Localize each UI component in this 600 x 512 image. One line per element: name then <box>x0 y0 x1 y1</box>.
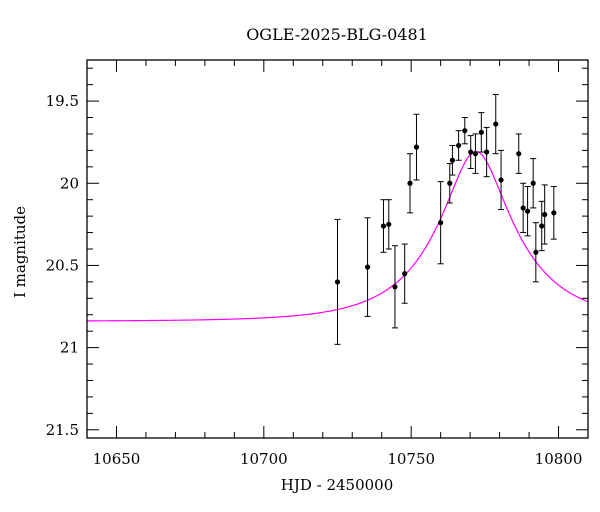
point-marker <box>402 271 408 277</box>
data-point <box>530 158 537 209</box>
data-points-layer <box>334 94 557 345</box>
point-marker <box>462 128 468 134</box>
data-point <box>467 135 474 169</box>
point-marker <box>364 264 371 270</box>
axis-ticks <box>87 60 589 438</box>
point-marker <box>484 149 490 155</box>
x-tick-label: 10650 <box>93 450 141 468</box>
data-point <box>385 199 392 250</box>
point-marker <box>334 279 341 285</box>
data-point <box>380 199 387 253</box>
point-marker <box>413 144 420 150</box>
point-marker <box>407 180 413 186</box>
point-marker <box>493 121 499 127</box>
x-tick-label: 10700 <box>240 450 288 468</box>
point-marker <box>380 223 387 229</box>
y-tick-label: 20.5 <box>46 256 79 274</box>
x-tick-label: 10800 <box>535 450 583 468</box>
y-tick-label: 21.5 <box>46 421 79 439</box>
data-point <box>541 184 548 245</box>
y-axis-label: I magnitude <box>11 206 29 298</box>
data-point <box>461 117 468 145</box>
point-marker <box>456 142 462 149</box>
data-point <box>334 218 341 345</box>
data-point <box>532 222 539 283</box>
point-marker <box>449 157 456 163</box>
data-point <box>413 113 420 181</box>
y-tick-labels: 19.5 20 20.5 21 21.5 <box>46 92 79 439</box>
point-marker <box>468 149 474 155</box>
data-point <box>364 217 371 317</box>
point-marker <box>533 249 539 255</box>
point-marker <box>386 221 392 227</box>
point-marker <box>472 151 479 157</box>
data-point <box>391 245 398 329</box>
point-marker <box>447 180 453 186</box>
data-point <box>483 126 490 178</box>
data-point <box>515 133 522 174</box>
point-marker <box>542 211 548 218</box>
point-marker <box>551 210 557 216</box>
chart-title: OGLE-2025-BLG-0481 <box>246 25 428 44</box>
point-marker <box>392 284 398 290</box>
data-point <box>498 149 505 211</box>
point-marker <box>498 177 504 183</box>
data-point <box>478 112 485 153</box>
data-point <box>520 182 527 234</box>
point-marker <box>438 220 444 226</box>
x-axis-label: HJD - 2450000 <box>281 476 394 494</box>
y-tick-label: 21 <box>60 339 79 357</box>
point-marker <box>516 151 522 157</box>
point-marker <box>524 208 531 214</box>
point-marker <box>478 129 484 135</box>
data-point <box>446 163 453 204</box>
data-point <box>550 186 557 240</box>
data-point <box>524 186 531 237</box>
y-tick-label: 20 <box>60 174 79 192</box>
point-marker <box>539 223 545 229</box>
x-tick-labels: 10650 10700 10750 10800 <box>93 450 583 468</box>
data-point <box>401 243 408 304</box>
point-marker <box>520 205 526 211</box>
data-point <box>472 133 479 174</box>
data-point <box>492 94 499 155</box>
data-point <box>406 153 413 214</box>
data-point <box>437 181 444 265</box>
x-tick-label: 10750 <box>387 450 435 468</box>
data-point <box>449 144 456 176</box>
y-tick-label: 19.5 <box>46 92 79 110</box>
point-marker <box>530 180 536 186</box>
data-point <box>455 130 462 161</box>
data-point <box>538 200 545 252</box>
